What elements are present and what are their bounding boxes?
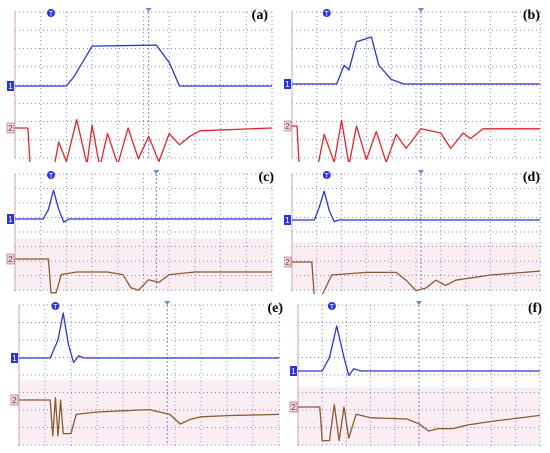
scope-svg: T 1 2	[10, 301, 280, 446]
panel-label: (c)	[258, 170, 274, 185]
panel-label: (b)	[522, 8, 540, 23]
scope-panel-e: T 1 2 (e)	[5, 297, 285, 449]
ch1-marker-icon	[284, 215, 291, 225]
ch1-trace	[15, 189, 272, 223]
ch2-marker: 2	[285, 122, 290, 131]
ch2-marker: 2	[8, 124, 13, 133]
trace-background	[19, 380, 279, 445]
scope-panel-d: T 1 2 (d)	[284, 164, 546, 294]
trigger-marker: T	[49, 11, 54, 18]
graticule	[297, 304, 541, 446]
graticule	[14, 173, 273, 291]
trigger-arrow-icon	[153, 170, 160, 174]
ch2-trace	[19, 396, 280, 437]
ch1-trace	[292, 36, 540, 85]
ch2-marker-icon	[6, 122, 15, 134]
trigger-marker: T	[330, 304, 335, 311]
panel-label: (e)	[267, 301, 283, 316]
ch2-trace	[292, 119, 540, 162]
scope-panel-f: T 1 2 (f)	[288, 297, 546, 449]
ch2-marker-icon	[10, 394, 19, 406]
ch2-marker: 2	[8, 255, 13, 264]
ch1-marker: 1	[8, 215, 13, 224]
panel-label: (f)	[528, 301, 542, 316]
trigger-marker: T	[325, 173, 330, 180]
trace-background	[298, 387, 540, 445]
ch2-marker-icon	[284, 256, 292, 268]
ch2-marker: 2	[291, 403, 296, 412]
ch1-marker: 1	[291, 367, 296, 376]
trigger-marker-icon	[322, 171, 331, 179]
ch1-marker-icon	[290, 366, 297, 376]
graticule	[14, 11, 273, 159]
ch2-trace	[292, 261, 541, 294]
scope-panel-c: T 1 2 (c)	[5, 164, 278, 294]
scope-panel-a: T 1 2 (a)	[5, 4, 278, 162]
ch2-marker: 2	[12, 396, 17, 405]
ch1-marker: 1	[285, 80, 290, 89]
ch1-marker-icon	[7, 214, 14, 224]
trigger-arrow-icon	[417, 170, 424, 174]
ch1-trace	[15, 44, 272, 87]
trigger-arrow-icon	[417, 8, 424, 12]
ch1-marker-icon	[284, 79, 291, 89]
scope-svg: T 1 2	[284, 8, 541, 162]
ch2-trace	[298, 403, 541, 442]
ch2-trace	[15, 258, 272, 294]
scope-svg: T 1 2	[6, 8, 273, 162]
trigger-marker-icon	[46, 9, 55, 17]
ch2-marker-icon	[289, 401, 298, 413]
trigger-marker-icon	[46, 171, 55, 179]
panel-label: (d)	[522, 170, 540, 185]
graticule	[291, 11, 541, 159]
trigger-marker-icon	[51, 302, 60, 310]
trigger-marker-icon	[322, 9, 331, 17]
ch1-marker: 1	[8, 82, 13, 91]
trace-background	[15, 239, 272, 290]
trigger-marker-icon	[327, 302, 336, 310]
ch1-marker: 1	[12, 354, 17, 363]
scope-svg: T 1 2	[284, 170, 541, 294]
ch1-trace	[19, 312, 279, 364]
scope-svg: T 1 2	[6, 170, 273, 294]
ch2-trace	[15, 118, 273, 162]
scope-svg: T 1 2	[289, 301, 541, 446]
ch1-marker-icon	[11, 353, 18, 363]
trigger-arrow-icon	[145, 8, 152, 12]
ch1-trace	[298, 325, 540, 377]
ch1-marker: 1	[285, 216, 290, 225]
trigger-marker: T	[49, 173, 54, 180]
ch2-marker: 2	[285, 258, 290, 267]
ch1-marker-icon	[7, 81, 14, 91]
trigger-marker: T	[53, 304, 58, 311]
scope-panel-b: T 1 2 (b)	[284, 4, 546, 162]
trigger-marker: T	[325, 11, 330, 18]
trigger-arrow-icon	[416, 301, 422, 305]
ch1-trace	[292, 190, 540, 223]
panel-label: (a)	[251, 8, 268, 23]
trigger-arrow-icon	[164, 301, 171, 305]
ch2-marker-icon	[284, 120, 292, 132]
ch2-marker-icon	[6, 253, 15, 265]
